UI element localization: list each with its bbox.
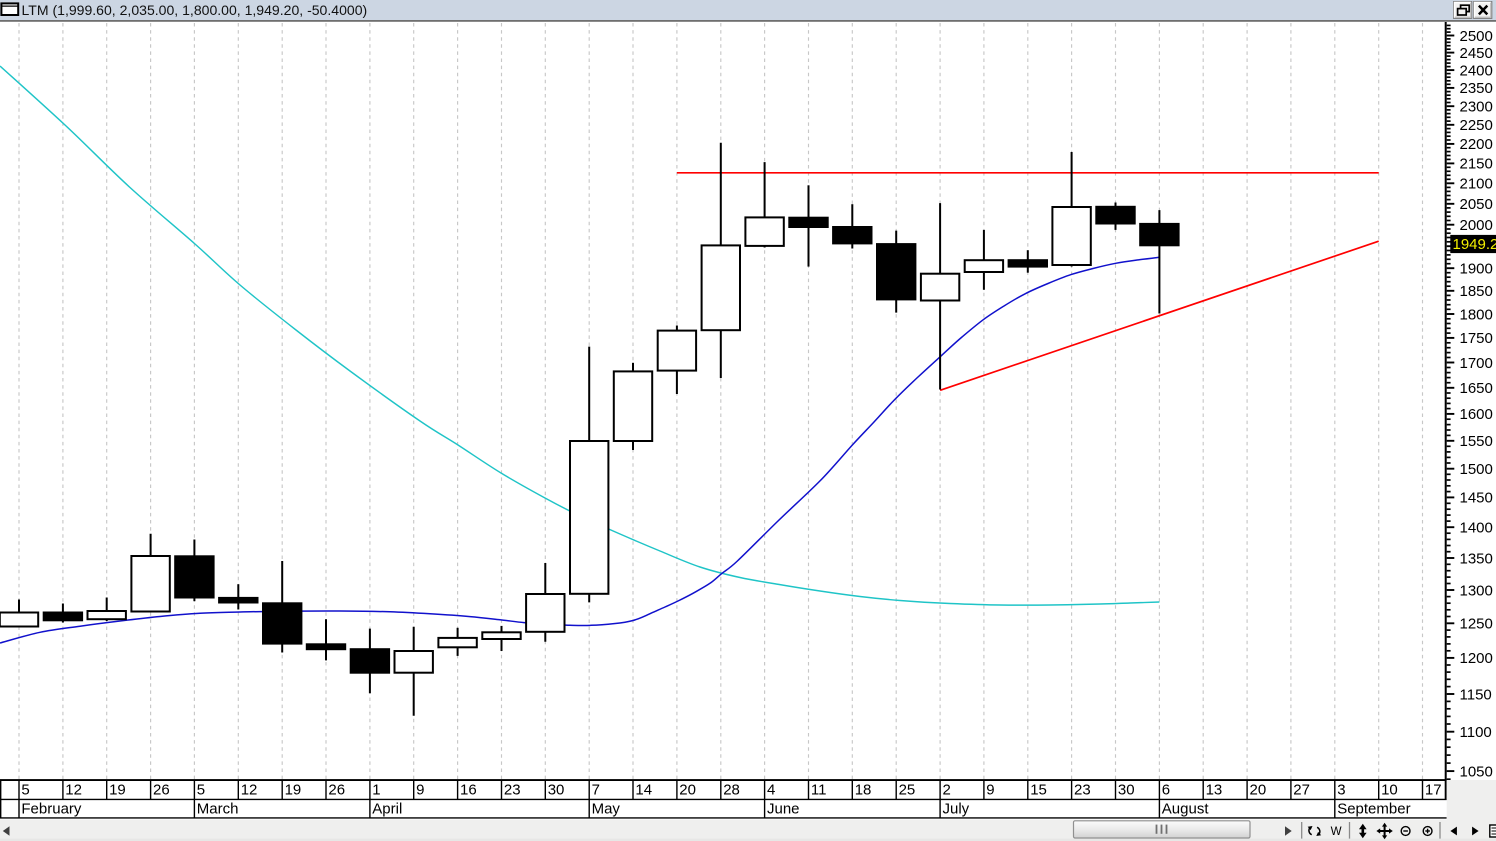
svg-text:9: 9 (416, 782, 424, 799)
svg-text:28: 28 (723, 782, 740, 799)
svg-text:1250: 1250 (1460, 616, 1493, 633)
svg-text:13: 13 (1206, 782, 1223, 799)
svg-text:1550: 1550 (1460, 433, 1493, 450)
svg-text:5: 5 (21, 782, 29, 799)
svg-text:2300: 2300 (1460, 99, 1493, 116)
svg-text:3: 3 (1337, 782, 1345, 799)
svg-text:20: 20 (679, 782, 696, 799)
svg-text:1450: 1450 (1460, 490, 1493, 507)
svg-text:17: 17 (1425, 782, 1442, 799)
svg-text:LTM (1,999.60, 2,035.00, 1,800: LTM (1,999.60, 2,035.00, 1,800.00, 1,949… (22, 2, 368, 18)
svg-text:W: W (1331, 825, 1342, 838)
svg-text:1750: 1750 (1460, 330, 1493, 347)
svg-text:May: May (592, 801, 621, 818)
svg-text:1949.20: 1949.20 (1453, 236, 1496, 253)
svg-text:5: 5 (197, 782, 205, 799)
svg-text:1350: 1350 (1460, 550, 1493, 567)
svg-text:1200: 1200 (1460, 650, 1493, 667)
svg-text:2200: 2200 (1460, 136, 1493, 153)
svg-text:10: 10 (1381, 782, 1398, 799)
svg-text:19: 19 (285, 782, 302, 799)
svg-text:1600: 1600 (1460, 406, 1493, 423)
svg-text:1700: 1700 (1460, 355, 1493, 372)
svg-text:July: July (943, 801, 970, 818)
svg-text:12: 12 (241, 782, 258, 799)
svg-text:23: 23 (504, 782, 521, 799)
svg-text:2100: 2100 (1460, 176, 1493, 193)
svg-text:1300: 1300 (1460, 582, 1493, 599)
svg-text:2350: 2350 (1460, 80, 1493, 97)
svg-text:14: 14 (635, 782, 652, 799)
svg-text:2250: 2250 (1460, 117, 1493, 134)
svg-text:30: 30 (1118, 782, 1135, 799)
svg-text:16: 16 (460, 782, 477, 799)
svg-text:1800: 1800 (1460, 306, 1493, 323)
svg-text:1100: 1100 (1460, 724, 1492, 741)
svg-text:February: February (21, 801, 82, 818)
svg-text:6: 6 (1162, 782, 1170, 799)
svg-text:30: 30 (548, 782, 565, 799)
svg-text:April: April (372, 801, 402, 818)
svg-text:August: August (1162, 801, 1210, 818)
svg-text:1500: 1500 (1460, 461, 1493, 478)
svg-text:18: 18 (855, 782, 872, 799)
svg-text:26: 26 (328, 782, 345, 799)
svg-text:March: March (197, 801, 239, 818)
svg-text:11: 11 (811, 782, 827, 799)
svg-text:9: 9 (986, 782, 994, 799)
svg-text:1850: 1850 (1460, 283, 1493, 300)
svg-text:2150: 2150 (1460, 156, 1493, 173)
svg-text:September: September (1337, 801, 1410, 818)
svg-text:2: 2 (943, 782, 951, 799)
svg-text:1650: 1650 (1460, 380, 1493, 397)
svg-text:4: 4 (767, 782, 775, 799)
svg-text:1050: 1050 (1460, 763, 1493, 780)
svg-text:2000: 2000 (1460, 217, 1493, 234)
svg-text:2450: 2450 (1460, 45, 1493, 62)
svg-text:26: 26 (153, 782, 170, 799)
svg-text:20: 20 (1250, 782, 1267, 799)
svg-text:19: 19 (109, 782, 126, 799)
svg-text:June: June (767, 801, 800, 818)
svg-text:27: 27 (1293, 782, 1310, 799)
svg-text:12: 12 (65, 782, 82, 799)
svg-text:25: 25 (899, 782, 916, 799)
svg-text:1900: 1900 (1460, 261, 1493, 278)
svg-text:23: 23 (1074, 782, 1091, 799)
svg-text:2500: 2500 (1460, 28, 1493, 45)
svg-text:2050: 2050 (1460, 196, 1493, 213)
svg-text:1400: 1400 (1460, 520, 1493, 537)
svg-text:1: 1 (372, 782, 380, 799)
svg-text:2400: 2400 (1460, 62, 1493, 79)
svg-text:1150: 1150 (1460, 686, 1492, 703)
svg-text:15: 15 (1030, 782, 1047, 799)
svg-text:7: 7 (592, 782, 600, 799)
